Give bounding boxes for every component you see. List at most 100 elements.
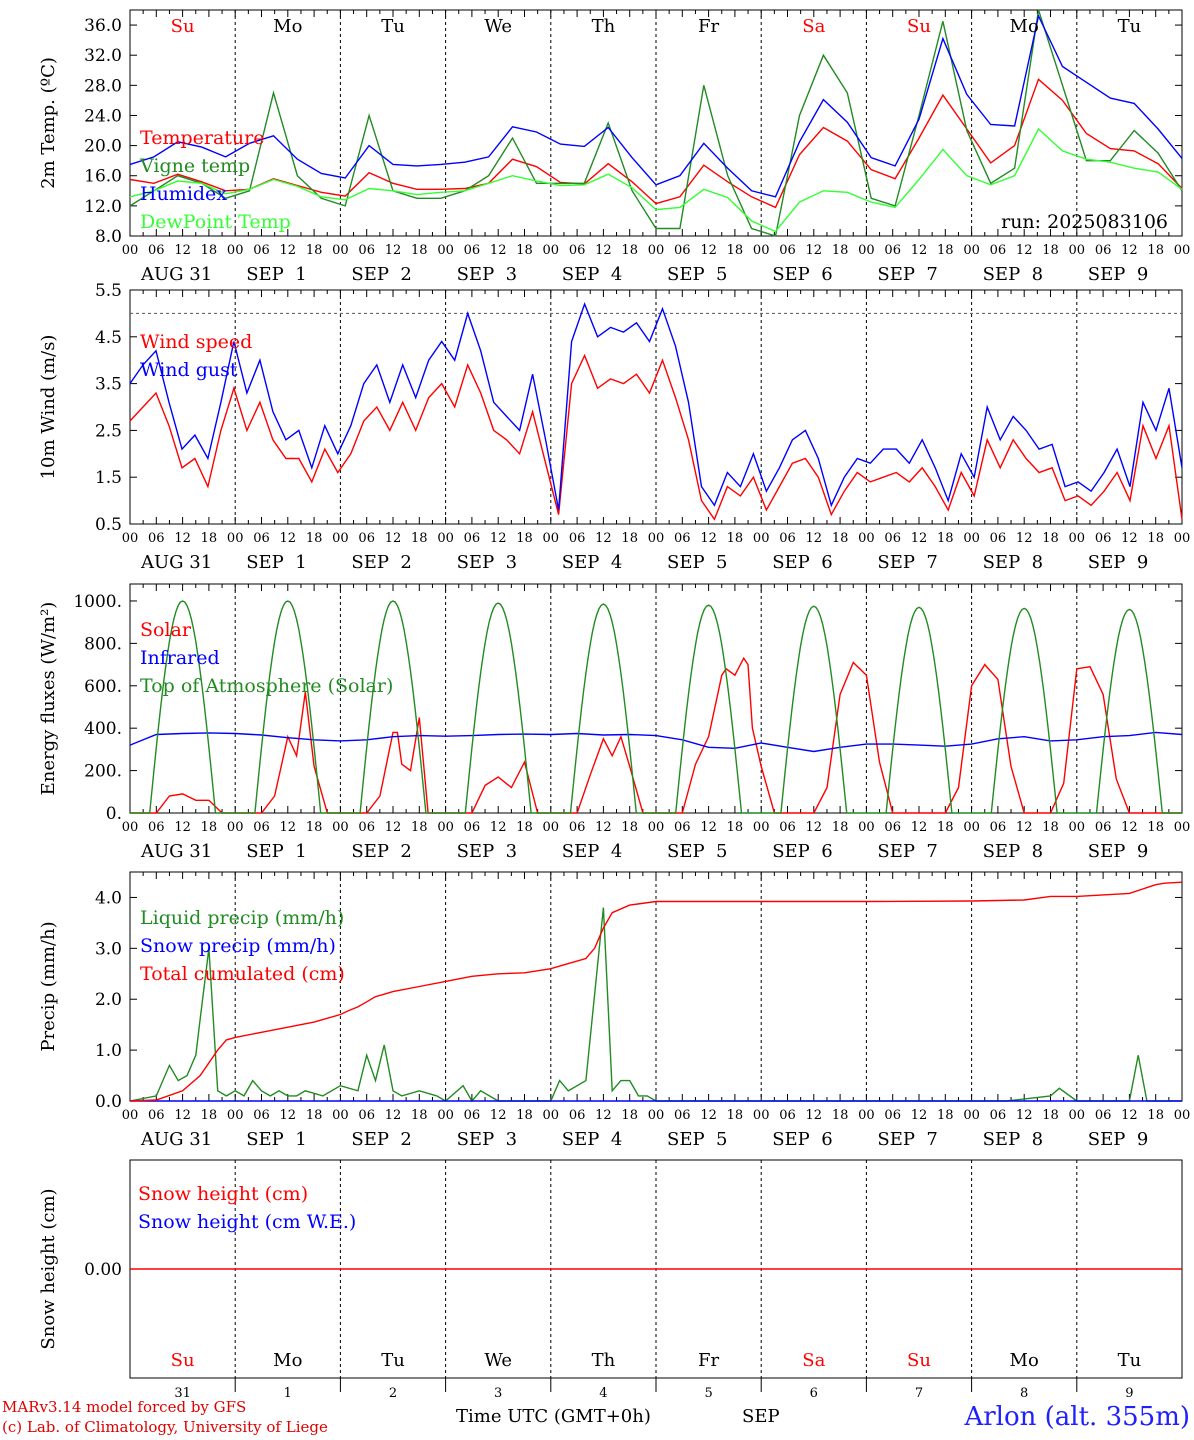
y-tick-label: 36.0 — [84, 16, 122, 36]
y-tick-label: 20.0 — [84, 137, 122, 157]
date-label: SEP 1 — [246, 552, 306, 573]
hour-label: 18 — [1147, 531, 1164, 546]
hour-label: 06 — [674, 820, 691, 835]
series-line — [129, 353, 1183, 521]
hour-label: 00 — [1069, 531, 1086, 546]
date-label: SEP 6 — [772, 841, 832, 862]
date-label: SEP 9 — [1088, 1129, 1148, 1150]
hour-label: 18 — [306, 1108, 323, 1123]
y-tick-label: 4.5 — [95, 328, 122, 348]
y-tick-label: 0.5 — [95, 515, 122, 535]
y-tick-label: 0.0 — [95, 1092, 122, 1112]
hour-label: 06 — [779, 1108, 796, 1123]
date-label: SEP 6 — [772, 264, 832, 285]
hour-label: 00 — [122, 820, 139, 835]
weekday-label: Mo — [1010, 16, 1039, 37]
y-tick-label: 28.0 — [84, 76, 122, 96]
date-label: SEP 3 — [457, 264, 517, 285]
legend-entry: Solar — [140, 619, 192, 641]
legend-entry: Snow height (cm W.E.) — [138, 1211, 356, 1233]
hour-label: 12 — [911, 820, 928, 835]
y-tick-label: 32.0 — [84, 46, 122, 66]
day-number: 9 — [1125, 1386, 1133, 1401]
hour-label: 00 — [753, 531, 770, 546]
hour-label: 00 — [332, 243, 349, 258]
hour-label: 12 — [806, 243, 823, 258]
hour-label: 12 — [911, 243, 928, 258]
hour-label: 06 — [884, 820, 901, 835]
hour-label: 00 — [122, 531, 139, 546]
hour-label: 06 — [569, 820, 586, 835]
hour-label: 06 — [358, 243, 375, 258]
legend-entry: Wind gust — [140, 359, 238, 381]
hour-label: 12 — [385, 1108, 402, 1123]
hour-label: 18 — [306, 531, 323, 546]
y-tick-label: 0.00 — [84, 1260, 122, 1280]
hour-label: 18 — [937, 820, 954, 835]
hour-label: 12 — [911, 1108, 928, 1123]
hour-label: 00 — [753, 1108, 770, 1123]
hour-label: 00 — [858, 243, 875, 258]
date-label: SEP 2 — [351, 1129, 411, 1150]
weekday-label: Sa — [802, 1350, 825, 1371]
weekday-label: Mo — [273, 16, 302, 37]
hour-label: 00 — [753, 820, 770, 835]
weekday-label: Th — [592, 16, 616, 37]
date-label: SEP 9 — [1088, 841, 1148, 862]
hour-label: 18 — [1042, 1108, 1059, 1123]
hour-label: 18 — [1147, 243, 1164, 258]
hour-label: 18 — [411, 531, 428, 546]
hour-label: 06 — [569, 531, 586, 546]
hour-label: 12 — [1016, 531, 1033, 546]
date-label: SEP 2 — [351, 841, 411, 862]
y-tick-label: 3.5 — [95, 375, 122, 395]
hour-label: 18 — [1042, 820, 1059, 835]
date-label: SEP 5 — [667, 841, 727, 862]
hour-label: 18 — [516, 531, 533, 546]
date-label: SEP 9 — [1088, 264, 1148, 285]
weekday-label: Tu — [1118, 16, 1142, 37]
weekday-label: Su — [907, 16, 931, 37]
y-tick-label: 2.0 — [95, 990, 122, 1010]
hour-label: 00 — [437, 820, 454, 835]
panel-wind: 0.5 1.5 2.5 3.5 4.5 5.5 10m Wind (m/s) Wind spe… — [38, 281, 1190, 573]
hour-label: 18 — [201, 1108, 218, 1123]
day-number: 6 — [810, 1386, 818, 1401]
hour-label: 12 — [174, 1108, 191, 1123]
hour-label: 18 — [1042, 531, 1059, 546]
hour-label: 18 — [727, 243, 744, 258]
hour-label: 06 — [464, 1108, 481, 1123]
hour-label: 18 — [621, 243, 638, 258]
hour-label: 12 — [174, 820, 191, 835]
hour-label: 00 — [753, 243, 770, 258]
date-label: AUG 31 — [140, 841, 212, 862]
legend-entry: Wind speed — [140, 331, 252, 353]
date-label: SEP 9 — [1088, 552, 1148, 573]
hour-label: 18 — [937, 243, 954, 258]
hour-label: 12 — [700, 1108, 717, 1123]
date-label: SEP 7 — [877, 552, 937, 573]
hour-label: 18 — [306, 243, 323, 258]
hour-label: 12 — [490, 243, 507, 258]
date-label: SEP 2 — [351, 552, 411, 573]
date-label: SEP 7 — [877, 1129, 937, 1150]
hour-label: 18 — [727, 820, 744, 835]
weekday-label: Tu — [1118, 1350, 1142, 1371]
legend-entry: Temperature — [140, 127, 264, 149]
weekday-label: Su — [171, 16, 195, 37]
hour-label: 12 — [1016, 820, 1033, 835]
legend-entry: DewPoint Temp — [140, 211, 291, 233]
hour-label: 00 — [1174, 1108, 1191, 1123]
hour-label: 00 — [227, 243, 244, 258]
hour-label: 00 — [227, 531, 244, 546]
hour-label: 00 — [227, 1108, 244, 1123]
y-tick-label: 4.0 — [95, 888, 122, 908]
day-number: 1 — [284, 1386, 292, 1401]
hour-label: 00 — [648, 1108, 665, 1123]
hour-label: 12 — [1121, 820, 1138, 835]
hour-label: 06 — [148, 820, 165, 835]
series-line — [129, 301, 1183, 511]
y-tick-label: 8.0 — [95, 227, 122, 247]
series-line — [129, 9, 1183, 237]
